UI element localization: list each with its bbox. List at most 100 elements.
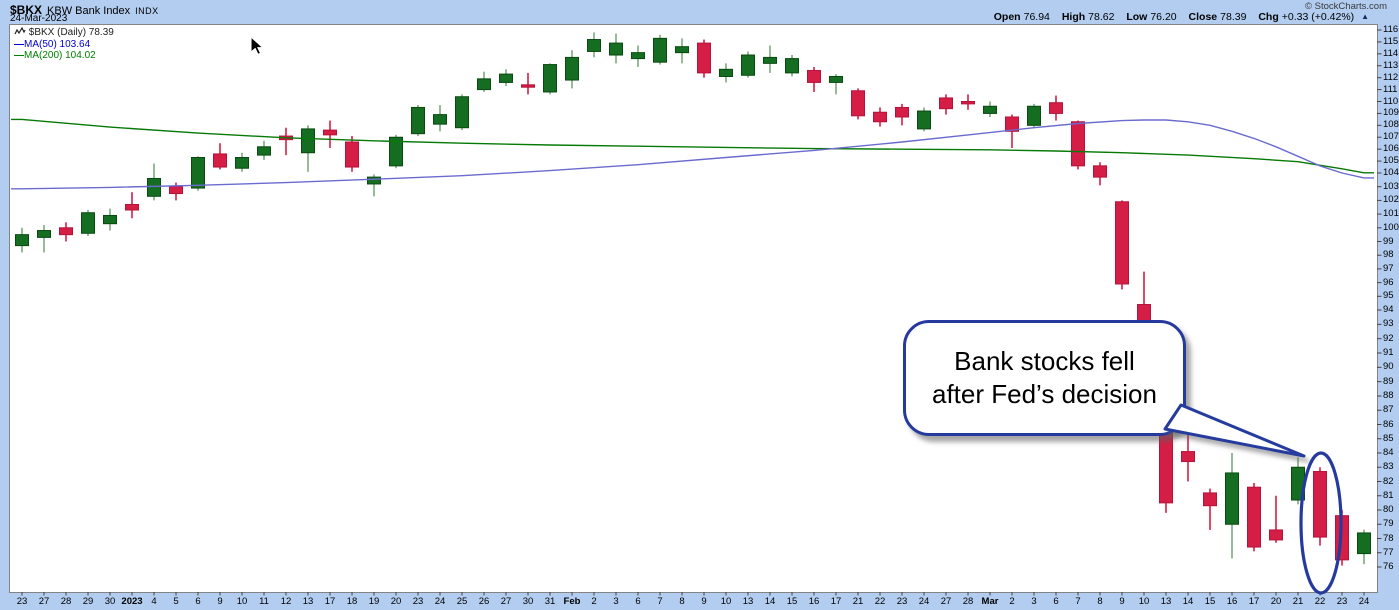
ma50-line-swatch: — xyxy=(14,38,24,50)
x-axis-label: 23 xyxy=(1336,596,1348,607)
x-axis-label: 10 xyxy=(1138,596,1150,607)
y-axis-label: 92 xyxy=(1383,332,1394,344)
legend-ma200-row: —MA(200) 104.02 xyxy=(14,50,114,62)
y-axis-label: 80 xyxy=(1383,504,1394,515)
y-axis-label: 100 xyxy=(1383,221,1399,233)
y-axis-label: 94 xyxy=(1383,304,1394,315)
index-name-label: KBW Bank Index xyxy=(47,5,131,17)
x-axis-label: Mar xyxy=(981,596,999,607)
y-axis-label: 98 xyxy=(1383,249,1394,261)
y-axis-label: 105 xyxy=(1383,155,1399,167)
x-axis-label: 12 xyxy=(280,596,292,607)
x-axis-label: 24 xyxy=(434,596,446,607)
chart-plot-area[interactable] xyxy=(9,24,1378,593)
x-axis-label: 27 xyxy=(500,596,512,607)
x-axis-label: 2 xyxy=(1009,596,1015,607)
low-label: Low xyxy=(1126,11,1148,23)
annotation-text-line1: Bank stocks fell xyxy=(954,346,1135,376)
x-axis-label: 9 xyxy=(1119,596,1125,607)
x-axis-label: 25 xyxy=(456,596,468,607)
x-axis-label: 9 xyxy=(217,596,223,607)
x-axis-label: 20 xyxy=(390,596,402,607)
x-axis-label: 6 xyxy=(635,596,641,607)
x-axis-label: 17 xyxy=(830,596,842,607)
y-axis-label: 79 xyxy=(1383,518,1394,530)
x-axis-label: 15 xyxy=(786,596,798,607)
x-axis-label: 10 xyxy=(236,596,248,607)
legend-ma200-label: MA(200) 104.02 xyxy=(24,50,96,61)
y-axis-label: 115 xyxy=(1383,35,1399,47)
y-axis-label: 103 xyxy=(1383,180,1399,192)
x-axis-label: 6 xyxy=(1053,596,1059,607)
y-axis-label: 82 xyxy=(1383,475,1394,487)
y-axis-label: 86 xyxy=(1383,418,1394,430)
x-axis-label: 9 xyxy=(701,596,707,607)
y-axis-label: 110 xyxy=(1383,95,1399,107)
chg-label: Chg xyxy=(1258,11,1279,23)
ma200-line-swatch: — xyxy=(14,50,24,61)
x-axis-label: 23 xyxy=(896,596,908,607)
x-axis-label: 18 xyxy=(346,596,358,607)
legend-ma50-label: MA(50) 103.64 xyxy=(24,38,91,50)
y-axis-label: 89 xyxy=(1383,375,1394,387)
x-axis-label: 31 xyxy=(544,596,556,607)
x-axis-label: 8 xyxy=(679,596,685,607)
x-axis-label: 3 xyxy=(1031,596,1037,607)
x-axis-label: 13 xyxy=(742,596,754,607)
x-axis-label: 24 xyxy=(918,596,930,607)
x-axis-label: 20 xyxy=(1270,596,1282,607)
x-axis-label: 22 xyxy=(1314,596,1326,607)
y-axis-label: 102 xyxy=(1383,194,1399,206)
x-axis-label: 30 xyxy=(104,596,116,607)
y-axis-label: 76 xyxy=(1383,561,1394,572)
x-axis-label: 15 xyxy=(1204,596,1216,607)
chart-legend: $BKX (Daily) 78.39 —MA(50) 103.64 —MA(20… xyxy=(14,26,114,62)
x-axis-label: 28 xyxy=(962,596,974,607)
x-axis-label: 23 xyxy=(16,596,28,607)
x-axis-label: 23 xyxy=(412,596,424,607)
chg-value: +0.33 (+0.42%) xyxy=(1281,11,1355,23)
y-axis-label: 108 xyxy=(1383,119,1399,131)
y-axis-label: 111 xyxy=(1383,83,1398,95)
y-axis-label: 90 xyxy=(1383,361,1394,373)
x-axis-label: 16 xyxy=(1226,596,1238,607)
up-triangle-icon: ▲ xyxy=(1361,12,1369,21)
x-axis-label: 7 xyxy=(1075,596,1081,607)
y-axis-label: 83 xyxy=(1383,461,1394,473)
x-axis-label: 2023 xyxy=(121,596,143,607)
annotation-text-line2: after Fed’s decision xyxy=(932,379,1157,409)
y-axis-label: 77 xyxy=(1383,546,1394,558)
open-value: 76.94 xyxy=(1023,11,1050,23)
y-axis-label: 85 xyxy=(1383,432,1394,444)
y-axis-label: 96 xyxy=(1383,276,1394,288)
chart-date: 24-Mar-2023 xyxy=(10,13,68,24)
x-axis-label: 14 xyxy=(1182,596,1194,607)
y-axis-label: 97 xyxy=(1383,262,1394,274)
chart-title: $BKX KBW Bank Index INDX xyxy=(10,1,159,19)
x-axis-label: 14 xyxy=(764,596,776,607)
x-axis-label: 11 xyxy=(259,596,269,607)
y-axis-label: 95 xyxy=(1383,290,1394,302)
x-axis-label: Feb xyxy=(563,596,581,607)
x-axis-label: 30 xyxy=(522,596,534,607)
exchange-label: INDX xyxy=(135,6,159,16)
y-axis-label: 101 xyxy=(1383,208,1399,220)
y-axis-label: 84 xyxy=(1383,447,1394,458)
x-axis-label: 24 xyxy=(1358,596,1370,607)
legend-series-label: $BKX (Daily) 78.39 xyxy=(28,27,114,38)
y-axis-label: 106 xyxy=(1383,143,1399,155)
ohlc-quote-bar: Open 76.94 High 78.62 Low 76.20 Close 78.39 … xyxy=(994,11,1369,23)
y-axis-label: 107 xyxy=(1383,131,1399,143)
y-axis-label: 112 xyxy=(1383,71,1399,83)
y-axis-label: 114 xyxy=(1383,47,1399,59)
x-axis-label: 21 xyxy=(1292,596,1304,607)
x-axis-label: 13 xyxy=(302,596,314,607)
x-axis-label: 3 xyxy=(613,596,619,607)
x-axis-label: 29 xyxy=(82,596,94,607)
y-axis-label: 113 xyxy=(1383,59,1399,71)
y-axis-label: 109 xyxy=(1383,107,1399,119)
high-label: High xyxy=(1061,11,1086,23)
legend-ma50-row: —MA(50) 103.64 xyxy=(14,39,114,51)
y-axis-label: 116 xyxy=(1383,24,1399,35)
